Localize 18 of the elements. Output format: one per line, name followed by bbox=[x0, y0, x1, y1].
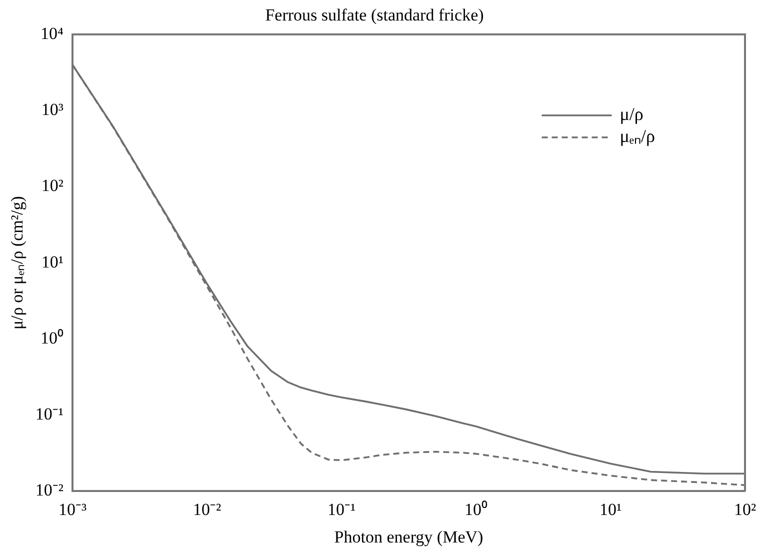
y-tick-label: 10³ bbox=[41, 100, 64, 119]
x-tick-label: 10⁻¹ bbox=[327, 500, 356, 519]
x-axis-title: Photon energy (MeV) bbox=[334, 527, 484, 546]
x-tick-label: 10⁰ bbox=[464, 500, 488, 519]
y-tick-label: 10² bbox=[41, 176, 64, 196]
x-tick-label: 10⁻³ bbox=[58, 500, 87, 519]
y-tick-label: 10⁴ bbox=[40, 24, 64, 43]
y-tick-label: 10¹ bbox=[41, 252, 64, 272]
x-tick-label: 10¹ bbox=[599, 500, 622, 519]
y-tick-label: 10⁻² bbox=[35, 480, 64, 500]
legend-label: μₑₙ/ρ bbox=[620, 126, 656, 146]
x-tick-label: 10² bbox=[734, 500, 756, 519]
chart-title: Ferrous sulfate (standard fricke) bbox=[265, 6, 484, 25]
legend-label: μ/ρ bbox=[620, 104, 644, 124]
y-tick-label: 10⁻¹ bbox=[35, 404, 64, 424]
x-tick-label: 10⁻² bbox=[192, 500, 222, 519]
y-tick-label: 10⁰ bbox=[40, 328, 64, 348]
y-axis-title: μ/ρ or μₑₙ/ρ (cm²/g) bbox=[8, 196, 27, 330]
